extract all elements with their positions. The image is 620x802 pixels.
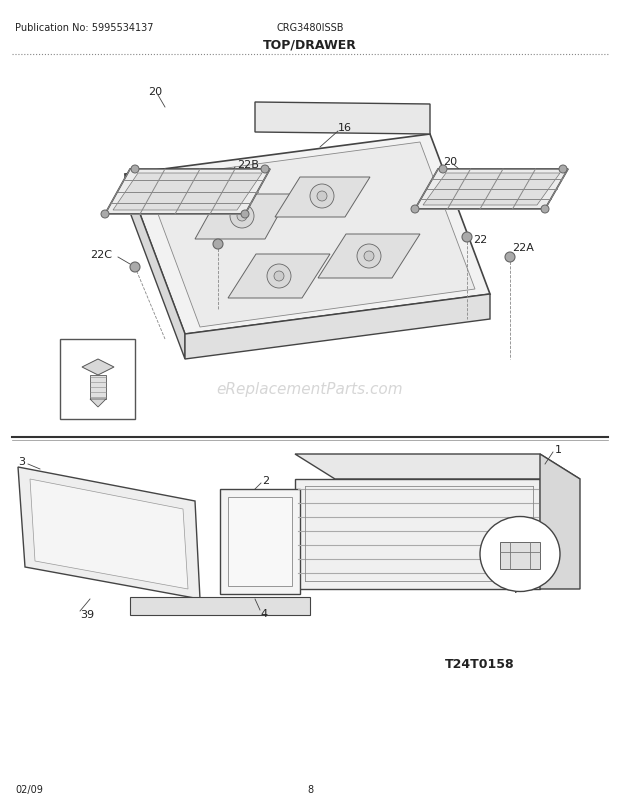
Polygon shape <box>255 103 430 135</box>
Polygon shape <box>82 359 114 375</box>
Text: 7: 7 <box>513 585 520 594</box>
Polygon shape <box>415 170 568 210</box>
Polygon shape <box>130 597 310 615</box>
Circle shape <box>101 211 109 219</box>
Polygon shape <box>295 455 580 480</box>
Text: 1: 1 <box>555 444 562 455</box>
Text: CRG3480ISSB: CRG3480ISSB <box>277 23 343 33</box>
Polygon shape <box>113 174 262 211</box>
Polygon shape <box>500 542 540 569</box>
Polygon shape <box>18 468 200 599</box>
Polygon shape <box>318 235 420 278</box>
Circle shape <box>317 192 327 202</box>
Polygon shape <box>125 135 490 334</box>
Circle shape <box>364 252 374 261</box>
Circle shape <box>237 212 247 221</box>
Text: 20: 20 <box>443 157 457 167</box>
Circle shape <box>439 166 447 174</box>
Text: TOP/DRAWER: TOP/DRAWER <box>263 38 357 51</box>
Polygon shape <box>185 294 490 359</box>
Text: 88: 88 <box>68 342 82 353</box>
Text: T24T0158: T24T0158 <box>445 658 515 670</box>
Polygon shape <box>90 399 106 407</box>
Circle shape <box>310 184 334 209</box>
Text: 3: 3 <box>18 456 25 467</box>
Circle shape <box>241 211 249 219</box>
Text: 39: 39 <box>80 610 94 619</box>
Ellipse shape <box>480 516 560 592</box>
Circle shape <box>541 206 549 214</box>
Circle shape <box>261 166 269 174</box>
Polygon shape <box>195 195 290 240</box>
Polygon shape <box>295 480 540 589</box>
Circle shape <box>505 253 515 263</box>
Text: eReplacementParts.com: eReplacementParts.com <box>216 382 404 397</box>
Circle shape <box>462 233 472 243</box>
Polygon shape <box>423 174 560 206</box>
Text: Publication No: 5995534137: Publication No: 5995534137 <box>15 23 154 33</box>
Polygon shape <box>275 178 370 217</box>
Polygon shape <box>125 175 185 359</box>
Text: 20: 20 <box>148 87 162 97</box>
Text: 02/09: 02/09 <box>15 784 43 794</box>
Polygon shape <box>105 170 270 215</box>
Circle shape <box>230 205 254 229</box>
Circle shape <box>131 166 139 174</box>
Polygon shape <box>90 375 106 399</box>
Text: 22B: 22B <box>237 160 259 170</box>
Polygon shape <box>30 480 188 589</box>
Text: 22C: 22C <box>90 249 112 260</box>
Circle shape <box>267 265 291 289</box>
Polygon shape <box>220 489 300 594</box>
Text: 22: 22 <box>473 235 487 245</box>
Polygon shape <box>145 143 475 327</box>
Text: 22A: 22A <box>512 243 534 253</box>
Polygon shape <box>228 255 330 298</box>
Text: 4: 4 <box>260 608 267 618</box>
Text: 8: 8 <box>307 784 313 794</box>
Polygon shape <box>228 497 292 586</box>
Circle shape <box>130 263 140 273</box>
Circle shape <box>274 272 284 282</box>
Circle shape <box>411 206 419 214</box>
Polygon shape <box>60 339 135 419</box>
Text: 16: 16 <box>338 123 352 133</box>
Circle shape <box>213 240 223 249</box>
Polygon shape <box>540 455 580 589</box>
Circle shape <box>357 245 381 269</box>
Text: 2: 2 <box>262 476 269 485</box>
Circle shape <box>559 166 567 174</box>
